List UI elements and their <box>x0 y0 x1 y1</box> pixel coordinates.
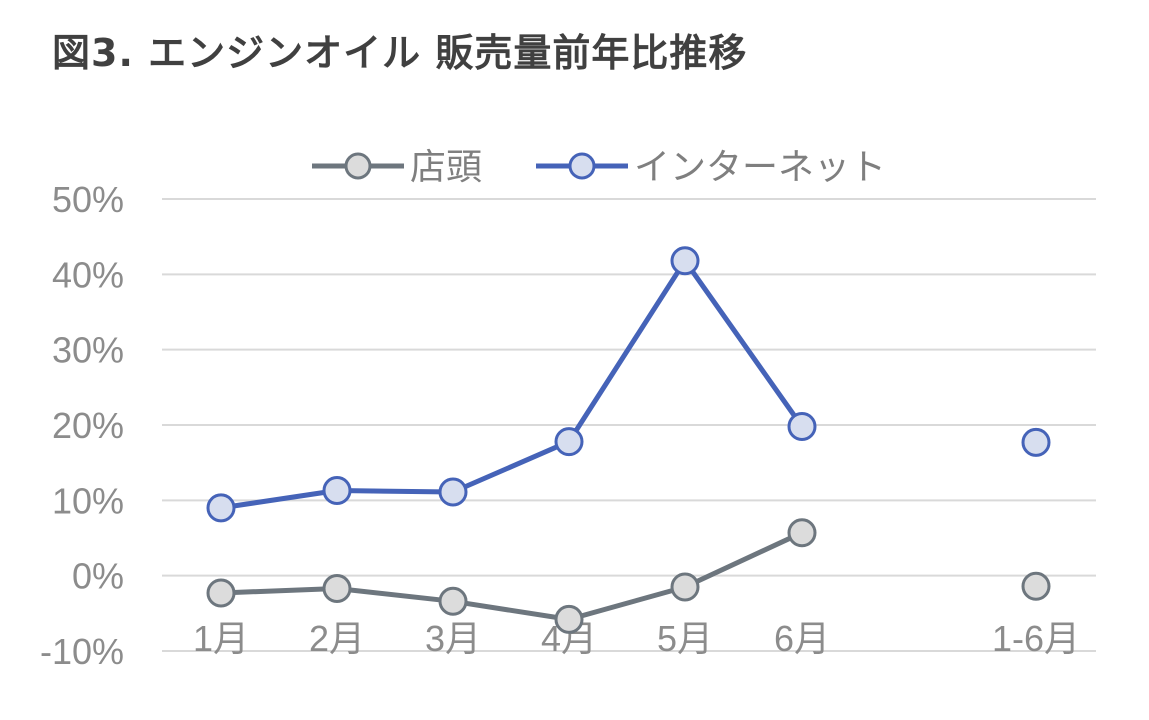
legend-marker <box>568 152 596 180</box>
y-tick-label: 10% <box>52 480 124 521</box>
y-tick-label: 30% <box>52 330 124 371</box>
x-tick-label: 3月 <box>425 618 481 659</box>
data-point <box>554 427 584 457</box>
x-tick-label: 5月 <box>657 618 713 659</box>
data-point <box>322 476 352 506</box>
x-tick-label: 1-6月 <box>992 618 1080 659</box>
x-tick-label: 6月 <box>774 618 830 659</box>
data-point <box>787 412 817 442</box>
series-line <box>220 530 804 622</box>
data-point <box>554 604 584 634</box>
legend-label: インターネット <box>634 147 886 188</box>
data-point <box>670 572 700 602</box>
y-tick-label: -10% <box>40 631 124 672</box>
data-point <box>438 477 468 507</box>
y-tick-label: 50% <box>52 179 124 220</box>
legend-marker <box>344 152 372 180</box>
x-tick-label: 1月 <box>193 618 249 659</box>
data-point <box>322 573 352 603</box>
legend-label: 店頭 <box>410 147 482 188</box>
y-tick-label: 20% <box>52 405 124 446</box>
data-point <box>1021 571 1051 601</box>
data-point <box>1021 427 1051 457</box>
y-tick-label: 40% <box>52 254 124 295</box>
x-tick-label: 2月 <box>309 618 365 659</box>
data-point <box>206 493 236 523</box>
data-point <box>438 586 468 616</box>
data-point <box>670 246 700 276</box>
y-tick-label: 0% <box>72 556 124 597</box>
series-line <box>220 258 805 511</box>
data-point <box>206 578 236 608</box>
data-point <box>787 518 817 548</box>
chart-title: 図3. エンジンオイル 販売量前年比推移 <box>52 31 748 75</box>
